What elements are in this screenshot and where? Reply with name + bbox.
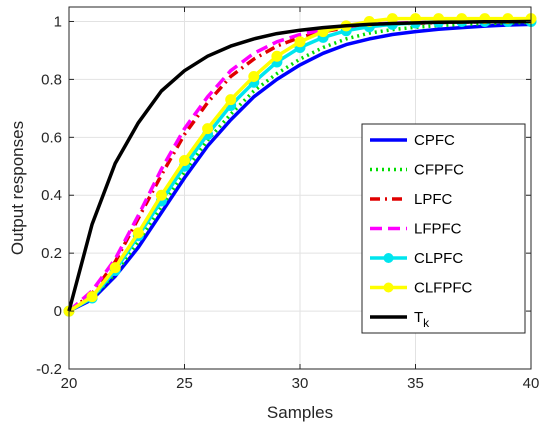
y-tick-label: 0.8: [41, 71, 62, 88]
legend-item-cfpfc: CFPFC: [370, 162, 464, 179]
x-tick-label: 30: [292, 375, 309, 392]
x-tick-label: 40: [523, 375, 540, 392]
y-tick-label: 1: [54, 13, 62, 30]
legend-item-t-k: Tk: [370, 309, 430, 330]
y-tick-label: 0.6: [41, 129, 62, 146]
legend-item-cpfc: CPFC: [370, 132, 455, 149]
series-cfpfc: [68, 20, 532, 313]
data-point: [271, 50, 283, 62]
legend-item-lfpfc: LFPFC: [370, 221, 462, 238]
series-cpfc: [68, 22, 532, 313]
legend-label: CPFC: [414, 132, 455, 149]
y-tick-label: 0.2: [41, 245, 62, 262]
data-point: [225, 94, 237, 106]
legend: CPFC CFPFC LPFC LFPFC CLPFC CLFPFC Tk: [361, 123, 526, 334]
x-axis-label: Samples: [267, 403, 333, 422]
series-line-cfpfc: [68, 20, 532, 313]
x-tick-label: 25: [176, 375, 193, 392]
data-point: [248, 71, 260, 83]
legend-marker: [383, 253, 394, 263]
data-point: [179, 154, 190, 166]
legend-label: LFPFC: [414, 221, 462, 238]
data-point: [294, 36, 306, 48]
x-tick-label: 20: [61, 375, 78, 392]
series-lines: [63, 13, 537, 317]
series-line-cpfc: [68, 22, 532, 313]
data-point: [155, 189, 167, 201]
y-tick-label: 0: [54, 303, 62, 320]
legend-item-clpfc: CLPFC: [370, 250, 463, 267]
series-t-k: [67, 19, 532, 312]
legend-item-clfpfc: CLFPFC: [370, 280, 473, 297]
legend-label: CLFPFC: [414, 280, 473, 297]
data-point: [132, 227, 144, 239]
legend-label: CLPFC: [414, 250, 463, 267]
data-point: [86, 291, 98, 303]
y-tick-label: 0.4: [41, 187, 62, 204]
x-tick-label: 35: [407, 375, 424, 392]
legend-item-lpfc: LPFC: [370, 191, 453, 208]
legend-label: LPFC: [414, 191, 453, 208]
legend-label: CFPFC: [414, 162, 464, 179]
legend-label: Tk: [414, 309, 430, 330]
ticks: 20 25 30 35 40 -0.2 0 0.2 0.4 0.6 0.8 1: [36, 7, 539, 392]
series-line-t-k: [67, 19, 532, 312]
y-axis-label: Output responses: [8, 121, 27, 255]
data-point: [109, 262, 121, 274]
y-tick-label: -0.2: [36, 361, 62, 378]
data-point: [202, 123, 214, 135]
legend-marker: [383, 282, 394, 293]
